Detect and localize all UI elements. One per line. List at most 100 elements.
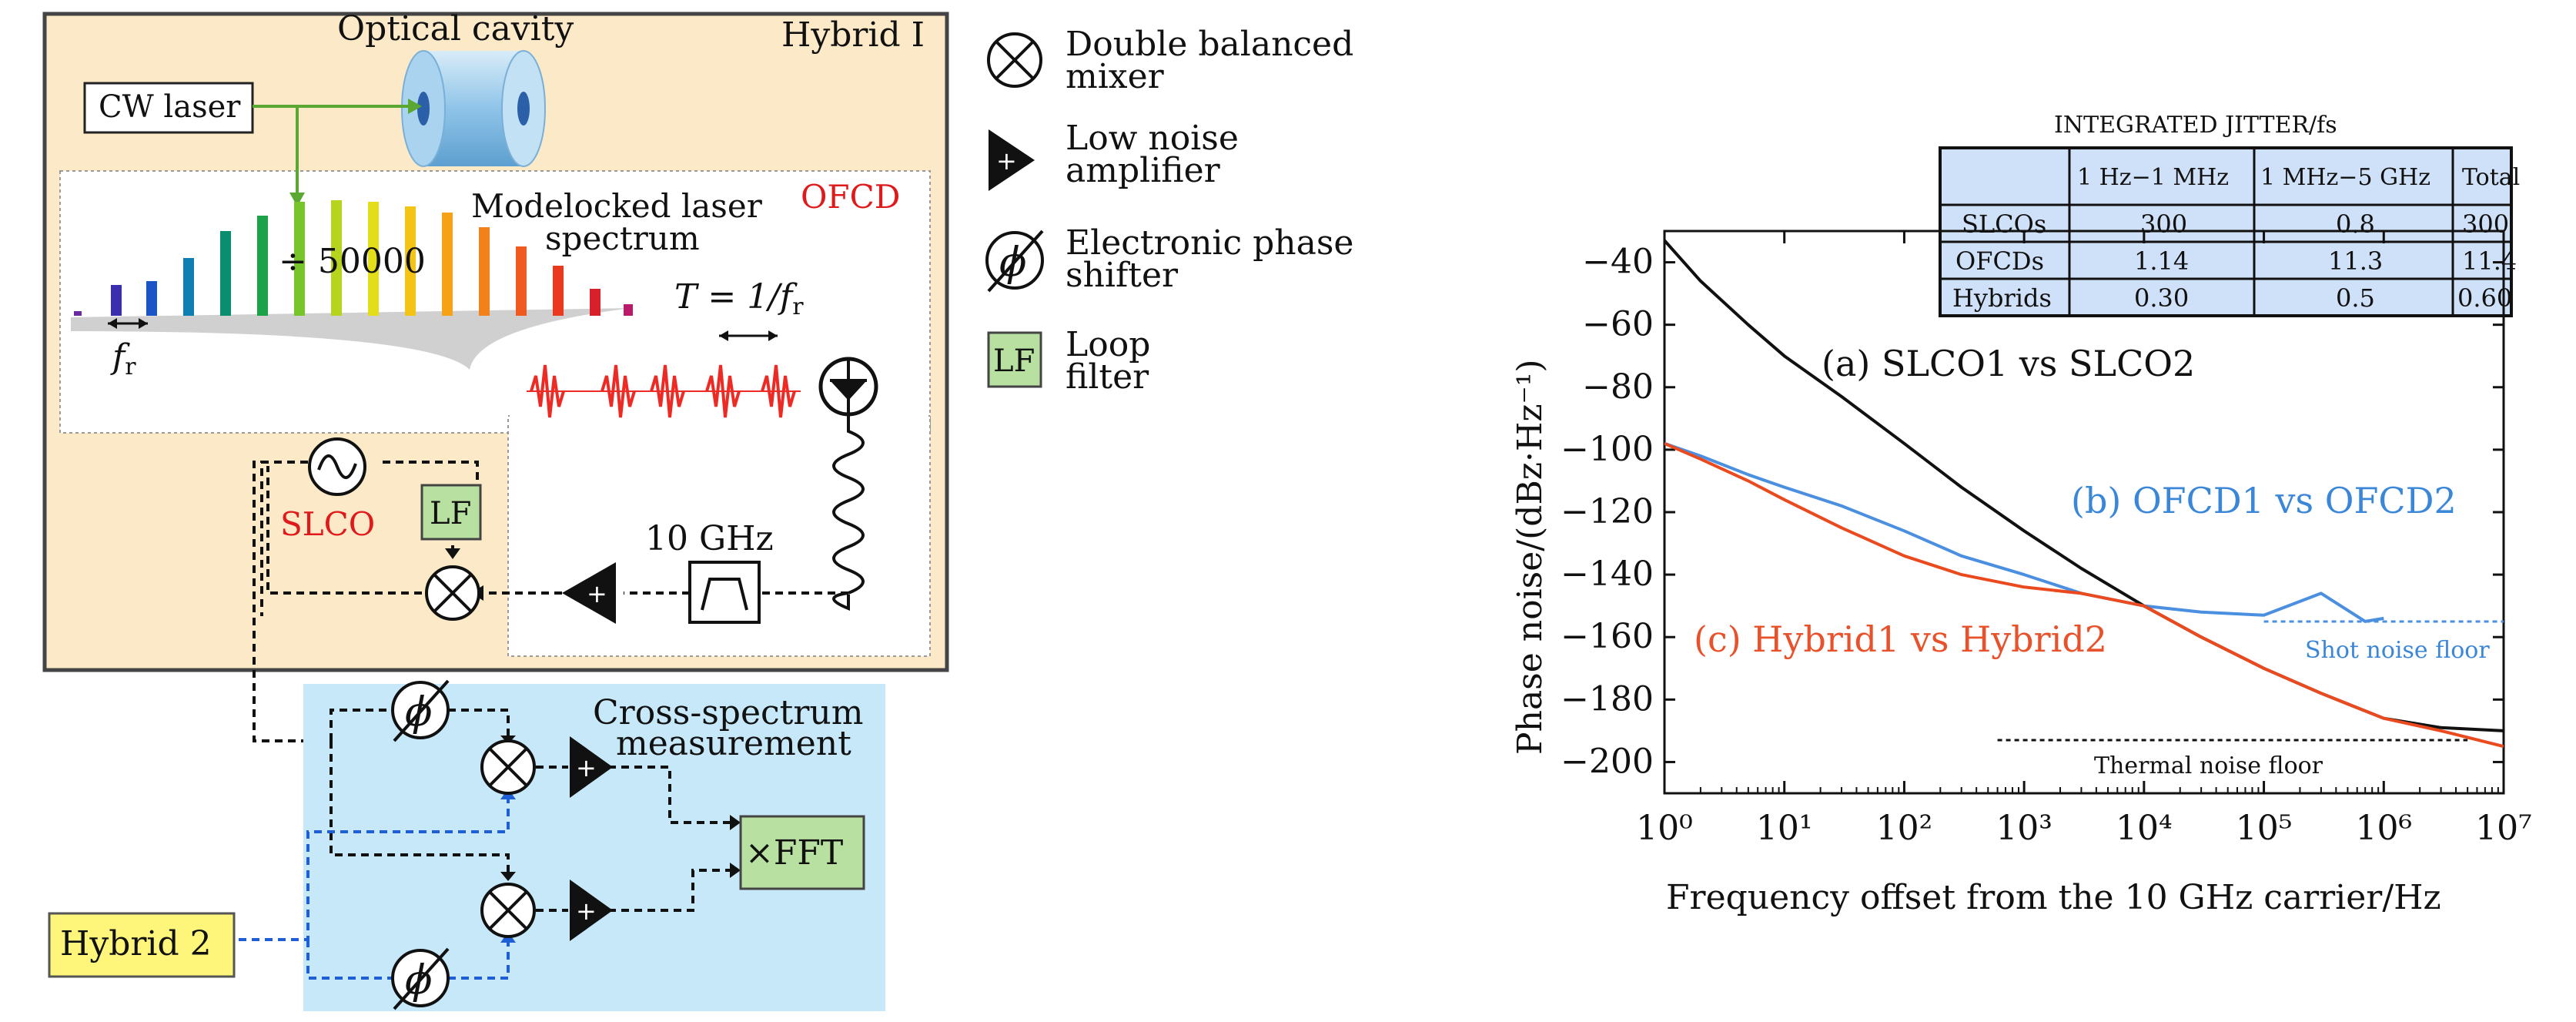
divider-label: ÷ 50000 bbox=[279, 242, 426, 281]
jitter-row-1-c2: 11.3 bbox=[2328, 246, 2383, 276]
cw-laser-beam bbox=[253, 105, 408, 193]
hybrid2-box bbox=[48, 912, 236, 978]
jitter-row-1-c1: 1.14 bbox=[2134, 246, 2189, 276]
fft-box bbox=[739, 815, 865, 890]
low-noise-amplifier-icon: + bbox=[989, 129, 1035, 191]
shot-noise-floor-label: Shot noise floor bbox=[2305, 637, 2490, 664]
x-tick-label: 10⁷ bbox=[2475, 809, 2532, 848]
hybrid2-label: Hybrid 2 bbox=[60, 924, 212, 963]
legend-item-1-line2: amplifier bbox=[1066, 151, 1221, 190]
low-noise-amplifier-icon: + bbox=[570, 880, 613, 941]
double-balanced-mixer-icon bbox=[425, 565, 480, 621]
cross-spectrum-label-line1: Cross-spectrum bbox=[593, 693, 863, 732]
legend-item-3-line1: Loop bbox=[1066, 325, 1150, 364]
y-tick-label: −100 bbox=[1561, 430, 1654, 469]
y-axis-label: Phase noise/(dBz·Hz⁻¹) bbox=[1510, 359, 1550, 755]
x-axis-label: Frequency offset from the 10 GHz carrier… bbox=[1666, 878, 2441, 917]
electronic-phase-shifter-icon: ϕ bbox=[391, 947, 450, 1010]
slco-oscillator-icon bbox=[308, 437, 366, 496]
hybrid2-paths bbox=[239, 799, 510, 980]
photodiode-icon bbox=[818, 357, 878, 417]
svg-text:+: + bbox=[576, 753, 597, 782]
jitter-table: INTEGRATED JITTER/fs 1 Hz−1 MHz 1 MHz−5 … bbox=[1939, 112, 2520, 317]
legend-item-2-line2: shifter bbox=[1066, 256, 1179, 295]
cross-spectrum-paths bbox=[330, 709, 730, 912]
svg-text:+: + bbox=[587, 579, 607, 608]
period-label: T = 1/fr bbox=[674, 277, 804, 320]
y-tick-label: −120 bbox=[1561, 492, 1654, 531]
double-balanced-mixer-icon bbox=[480, 739, 536, 795]
y-tick-label: −80 bbox=[1582, 367, 1654, 407]
series-line-c bbox=[1664, 441, 2504, 749]
jitter-row-0-c1: 300 bbox=[2140, 209, 2187, 239]
loop-filter-icon bbox=[987, 331, 1042, 388]
y-tick-label: −60 bbox=[1582, 305, 1654, 344]
legend-item-0-line2: mixer bbox=[1066, 57, 1165, 96]
low-noise-amplifier-icon: + bbox=[570, 736, 613, 798]
phase-noise-plot: −40 −60 −80 −100 −120 −140 −160 −180 −200 10⁰ 10¹… bbox=[1510, 230, 2532, 917]
x-tick-label: 10⁵ bbox=[2236, 809, 2293, 848]
double-balanced-mixer-icon bbox=[987, 32, 1042, 88]
loop-filter-label: LF bbox=[430, 496, 471, 531]
series-label-c: (c) Hybrid1 vs Hybrid2 bbox=[1694, 618, 2107, 660]
jitter-row-2-label: Hybrids bbox=[1952, 283, 2052, 313]
double-balanced-mixer-icon bbox=[480, 883, 536, 938]
series-group bbox=[1664, 239, 2504, 749]
electronic-phase-shifter-icon: ϕ bbox=[391, 679, 450, 742]
noise-floors bbox=[1997, 620, 2504, 742]
modelocked-spectrum bbox=[71, 200, 633, 370]
low-noise-amplifier-icon: + bbox=[562, 562, 616, 624]
x-tick-label: 10⁰ bbox=[1636, 809, 1693, 848]
modelocked-label-line2: spectrum bbox=[545, 219, 700, 257]
y-tick-label: −200 bbox=[1561, 742, 1654, 781]
svg-text:+: + bbox=[996, 146, 1017, 176]
y-tick-label: −160 bbox=[1561, 617, 1654, 656]
legend: Double balanced mixer + Low noise amplif… bbox=[985, 25, 1353, 397]
series-label-a: (a) SLCO1 vs SLCO2 bbox=[1822, 343, 2195, 384]
legend-item-3-line2: filter bbox=[1066, 357, 1149, 397]
cross-spectrum-label-line2: measurement bbox=[616, 724, 851, 763]
series-label-b: (b) OFCD1 vs OFCD2 bbox=[2071, 480, 2457, 521]
jitter-row-0-c2: 0.8 bbox=[2336, 209, 2375, 239]
loop-filter-box bbox=[420, 484, 482, 541]
svg-text:+: + bbox=[576, 896, 597, 926]
slco-label: SLCO bbox=[280, 505, 375, 543]
y-tick-label: −180 bbox=[1561, 679, 1654, 719]
jitter-col-2: 1 MHz−5 GHz bbox=[2260, 164, 2430, 191]
series-line-b bbox=[1664, 441, 2384, 623]
y-ticks: −40 −60 −80 −100 −120 −140 −160 −180 −200 bbox=[1561, 243, 2504, 781]
jitter-row-1-label: OFCDs bbox=[1955, 246, 2044, 276]
x-tick-label: 10² bbox=[1876, 809, 1933, 848]
jitter-row-1-c3: 11.4 bbox=[2462, 246, 2517, 276]
thermal-noise-floor-label: Thermal noise floor bbox=[2094, 752, 2323, 779]
y-tick-label: −140 bbox=[1561, 555, 1654, 594]
modelocked-label-line1: Modelocked laser bbox=[471, 187, 763, 225]
freq-label: 10 GHz bbox=[645, 519, 774, 558]
legend-item-3-icon-text: LF bbox=[993, 343, 1035, 379]
x-ticks: 10⁰ 10¹ 10² 10³ 10⁴ 10⁵ 10⁶ 10⁷ bbox=[1636, 231, 2532, 848]
optical-cavity-icon bbox=[401, 50, 546, 167]
jitter-col-3: Total bbox=[2462, 164, 2520, 191]
ofcd-label: OFCD bbox=[801, 178, 900, 216]
x-tick-label: 10⁶ bbox=[2355, 809, 2412, 848]
legend-item-0-line1: Double balanced bbox=[1066, 25, 1353, 64]
hybrid1-label: Hybrid I bbox=[781, 15, 925, 55]
legend-item-1-line1: Low noise bbox=[1066, 119, 1239, 158]
legend-item-2-line1: Electronic phase bbox=[1066, 223, 1353, 263]
jitter-table-title: INTEGRATED JITTER/fs bbox=[2054, 112, 2337, 139]
jitter-row-2-c1: 0.30 bbox=[2134, 283, 2189, 313]
jitter-row-0-label: SLCOs bbox=[1962, 209, 2046, 239]
cw-laser-label: CW laser bbox=[99, 89, 241, 125]
rf-waveform bbox=[832, 414, 865, 595]
x-tick-label: 10⁴ bbox=[2116, 809, 2173, 848]
x-tick-label: 10³ bbox=[1996, 809, 2052, 848]
electronic-phase-shifter-icon: ϕ bbox=[985, 230, 1044, 293]
jitter-row-2-c2: 0.5 bbox=[2336, 283, 2375, 313]
jitter-col-1: 1 Hz−1 MHz bbox=[2077, 164, 2229, 191]
fft-label: ×FFT bbox=[745, 833, 843, 873]
optical-cavity-label: Optical cavity bbox=[337, 9, 574, 49]
jitter-row-0-c3: 300 bbox=[2462, 209, 2509, 239]
signal-paths bbox=[253, 461, 848, 742]
y-tick-label: −40 bbox=[1582, 243, 1654, 282]
